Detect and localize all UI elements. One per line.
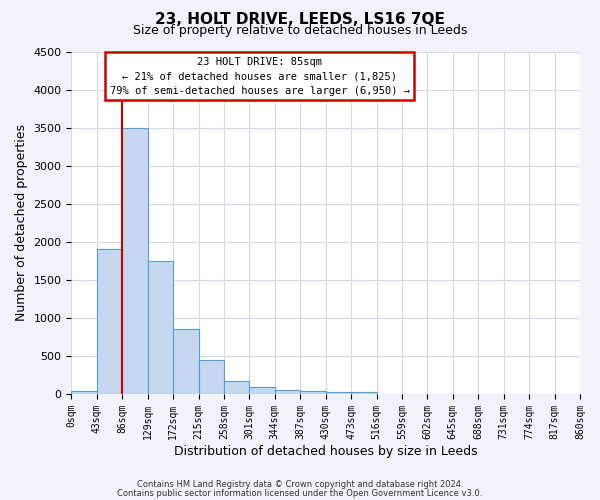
Bar <box>97 250 122 394</box>
Bar <box>148 261 173 394</box>
Text: Contains HM Land Registry data © Crown copyright and database right 2024.: Contains HM Land Registry data © Crown c… <box>137 480 463 489</box>
Bar <box>199 360 224 394</box>
Bar <box>224 380 250 394</box>
Bar <box>326 392 351 394</box>
Bar <box>300 391 326 394</box>
Text: 23 HOLT DRIVE: 85sqm
← 21% of detached houses are smaller (1,825)
79% of semi-de: 23 HOLT DRIVE: 85sqm ← 21% of detached h… <box>110 56 410 96</box>
Bar <box>351 392 377 394</box>
Text: Size of property relative to detached houses in Leeds: Size of property relative to detached ho… <box>133 24 467 37</box>
Text: Contains public sector information licensed under the Open Government Licence v3: Contains public sector information licen… <box>118 488 482 498</box>
Bar <box>275 390 300 394</box>
Bar <box>122 128 148 394</box>
Bar <box>71 391 97 394</box>
Text: 23, HOLT DRIVE, LEEDS, LS16 7QE: 23, HOLT DRIVE, LEEDS, LS16 7QE <box>155 12 445 28</box>
Bar <box>173 330 199 394</box>
X-axis label: Distribution of detached houses by size in Leeds: Distribution of detached houses by size … <box>174 444 478 458</box>
Bar <box>250 387 275 394</box>
Y-axis label: Number of detached properties: Number of detached properties <box>15 124 28 321</box>
